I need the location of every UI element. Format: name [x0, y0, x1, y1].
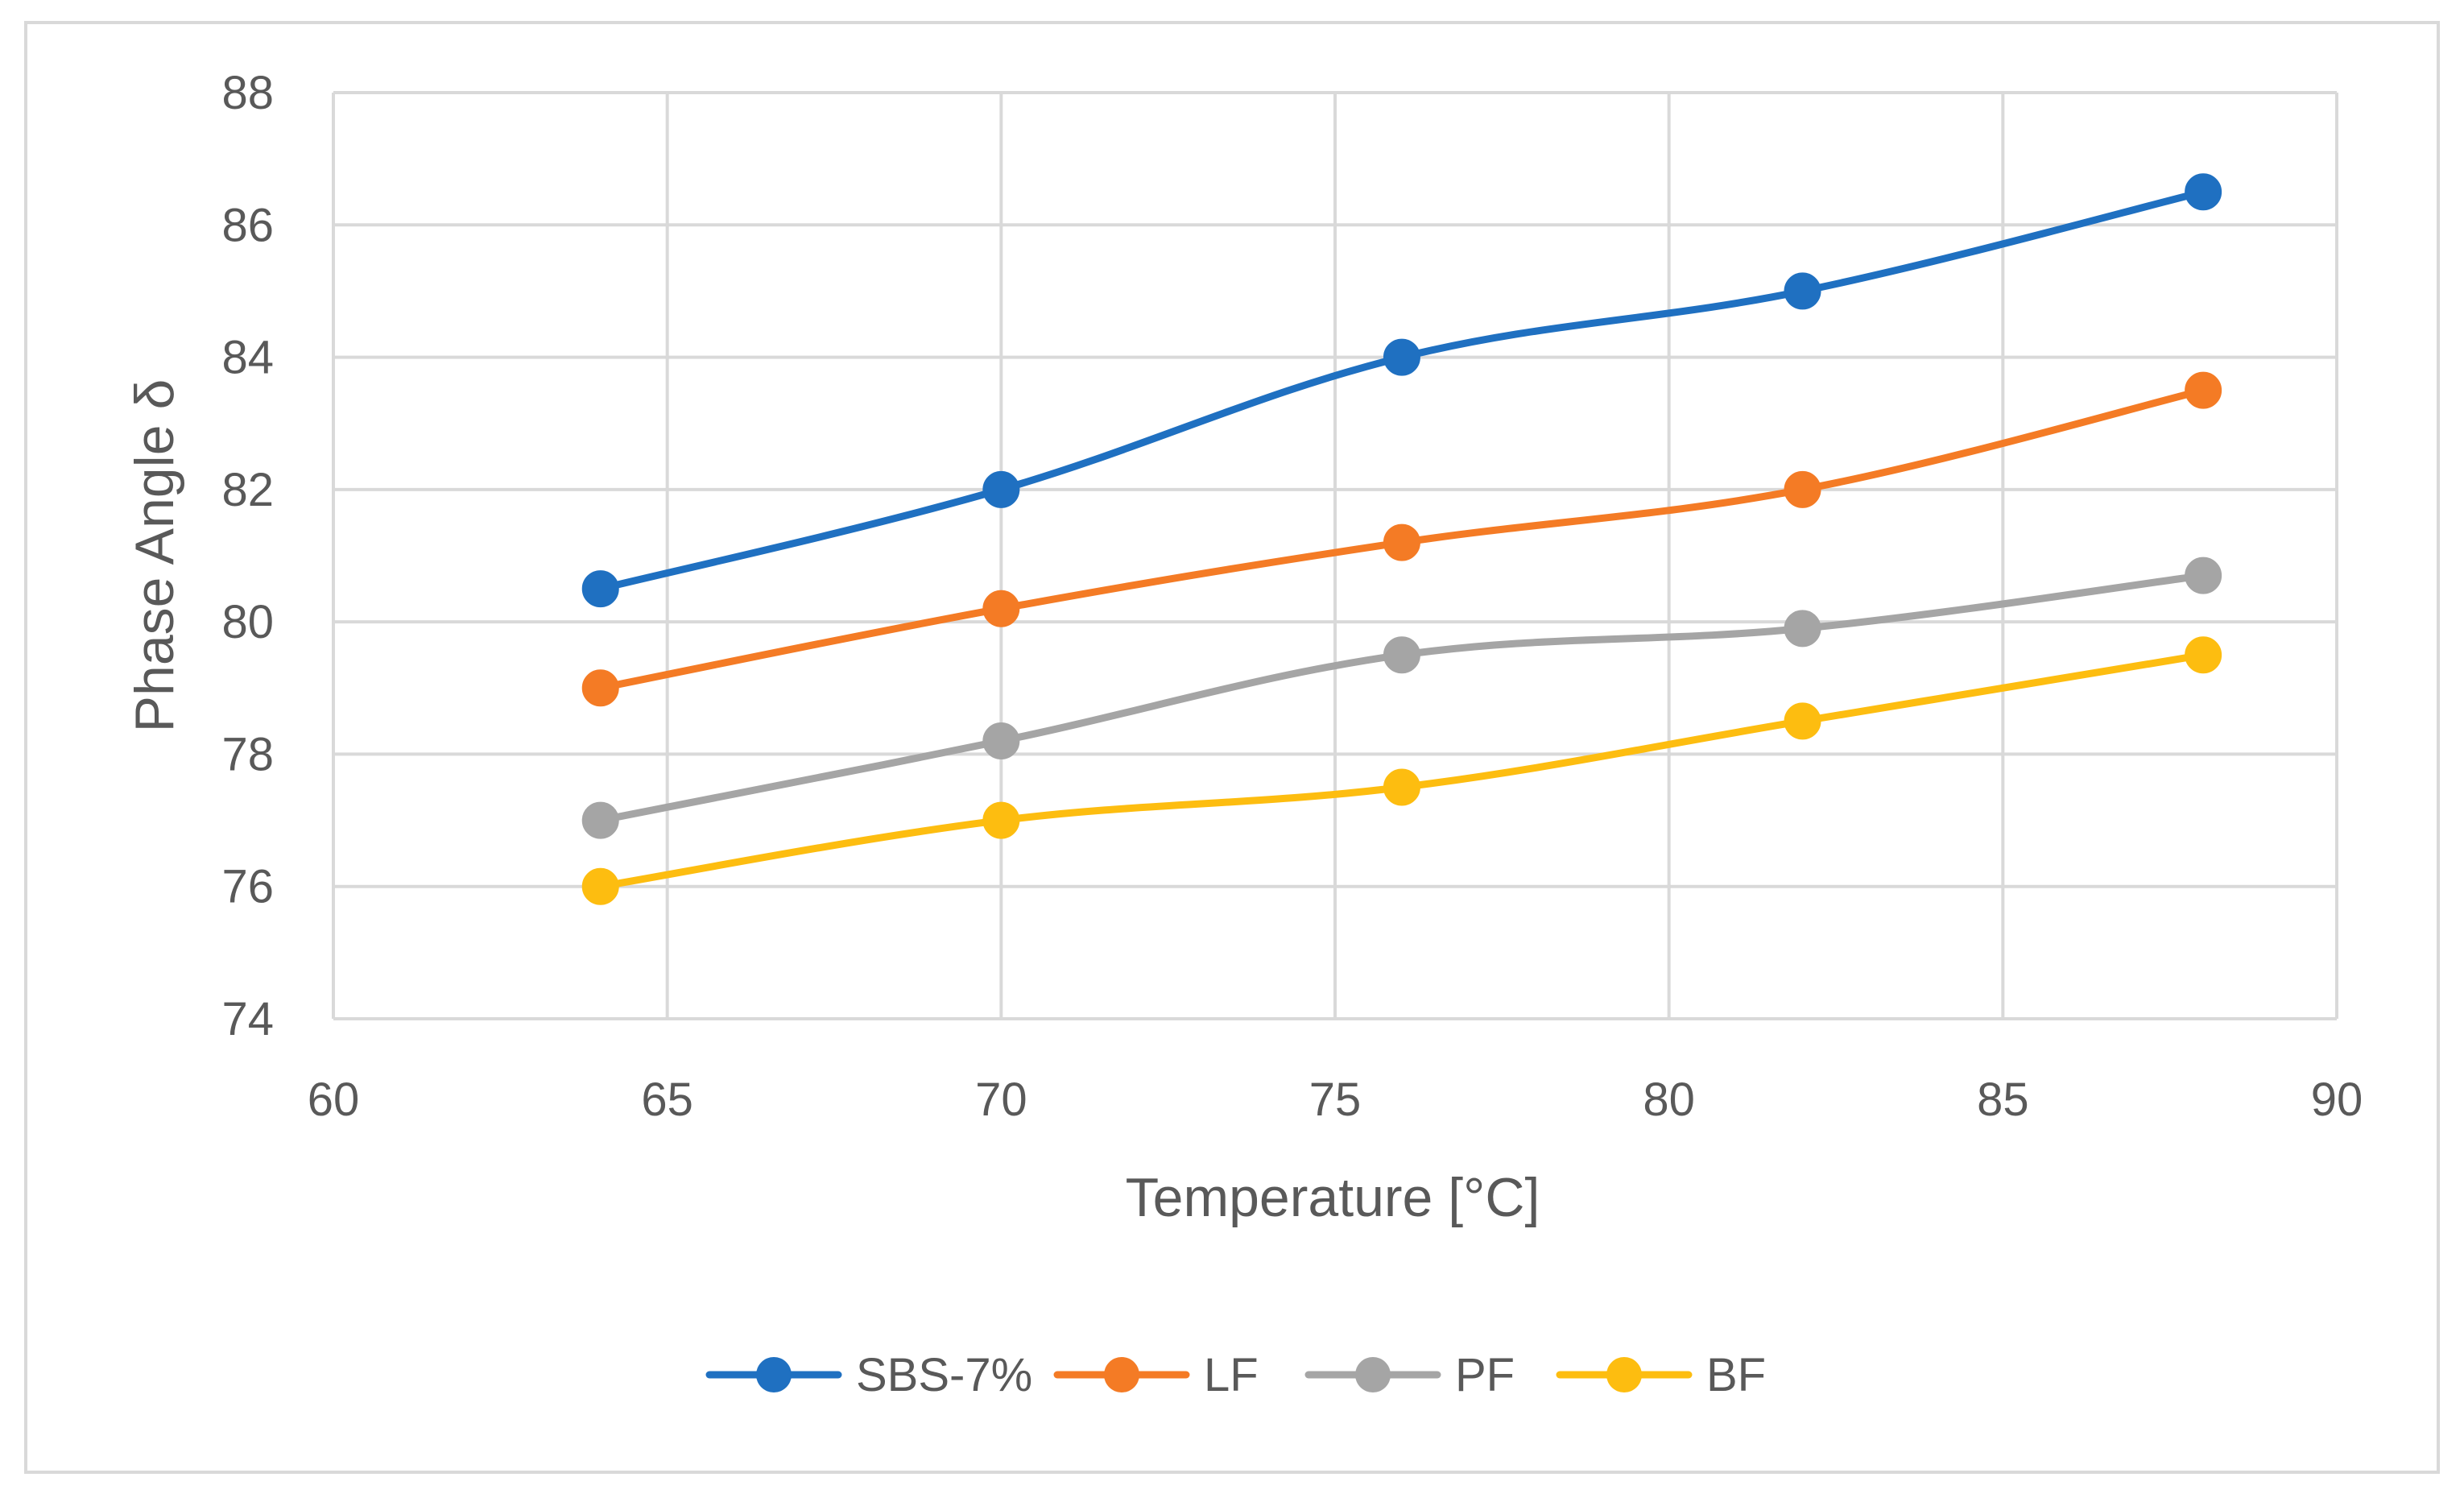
- grid-layer: [332, 91, 2338, 1020]
- data-point-sbs-7: [1784, 272, 1821, 310]
- x-tick-label: 90: [2311, 1074, 2363, 1126]
- data-point-bf: [581, 867, 619, 905]
- y-tick-label: 82: [221, 464, 274, 516]
- x-axis-title: Temperature [°C]: [1126, 1167, 1540, 1228]
- y-tick-label: 86: [221, 199, 274, 251]
- tick-label-layer: 74 76 78 80 82 84 86 88 60 65 70 75 80 85 90: [221, 67, 2363, 1126]
- series-lf: [581, 371, 2222, 707]
- legend-label-bf: BF: [1706, 1349, 1766, 1401]
- data-point-pf: [581, 801, 619, 839]
- series-bf: [581, 636, 2222, 905]
- data-point-bf: [982, 801, 1020, 839]
- legend-marker-lf: [1104, 1357, 1139, 1392]
- data-point-sbs-7: [1383, 338, 1420, 376]
- x-tick-label: 60: [308, 1074, 360, 1126]
- x-tick-label: 85: [1977, 1074, 2029, 1126]
- legend-marker-bf: [1606, 1357, 1642, 1392]
- series-sbs-7: [581, 173, 2222, 608]
- legend-label-sbs-7: SBS-7%: [856, 1349, 1032, 1401]
- x-tick-label: 75: [1309, 1074, 1362, 1126]
- data-point-bf: [1784, 702, 1821, 740]
- data-point-lf: [2185, 371, 2222, 409]
- data-point-pf: [1784, 610, 1821, 648]
- y-axis-title: Phase Angle δ: [124, 379, 185, 733]
- y-tick-label: 76: [221, 861, 274, 913]
- y-tick-label: 88: [221, 67, 274, 119]
- legend-label-pf: PF: [1455, 1349, 1515, 1401]
- legend-item-sbs-7: SBS-7%: [705, 1349, 1032, 1401]
- legend-item-pf: PF: [1304, 1349, 1515, 1401]
- x-tick-label: 70: [975, 1074, 1027, 1126]
- y-tick-label: 84: [221, 332, 274, 384]
- series-layer: [581, 173, 2222, 905]
- legend-marker-pf: [1355, 1357, 1391, 1392]
- data-point-pf: [982, 722, 1020, 759]
- data-point-bf: [2185, 636, 2222, 674]
- chart-border: [24, 21, 2440, 1474]
- data-point-bf: [1383, 768, 1420, 806]
- data-point-sbs-7: [982, 470, 1020, 508]
- data-point-lf: [1383, 523, 1420, 561]
- data-point-lf: [1784, 470, 1821, 508]
- data-point-pf: [2185, 557, 2222, 594]
- y-tick-label: 74: [221, 993, 274, 1045]
- x-tick-label: 80: [1643, 1074, 1695, 1126]
- y-tick-label: 78: [221, 728, 274, 780]
- x-tick-label: 65: [641, 1074, 693, 1126]
- legend-item-lf: LF: [1053, 1349, 1259, 1401]
- data-point-sbs-7: [2185, 173, 2222, 211]
- data-point-sbs-7: [581, 570, 619, 608]
- legend: SBS-7% LF PF BF: [705, 1349, 1766, 1401]
- legend-label-lf: LF: [1204, 1349, 1259, 1401]
- data-point-lf: [581, 669, 619, 707]
- legend-item-bf: BF: [1556, 1349, 1766, 1401]
- series-pf: [581, 557, 2222, 839]
- data-point-pf: [1383, 636, 1420, 674]
- data-point-lf: [982, 590, 1020, 627]
- legend-marker-sbs-7: [756, 1357, 792, 1392]
- y-tick-label: 80: [221, 596, 274, 648]
